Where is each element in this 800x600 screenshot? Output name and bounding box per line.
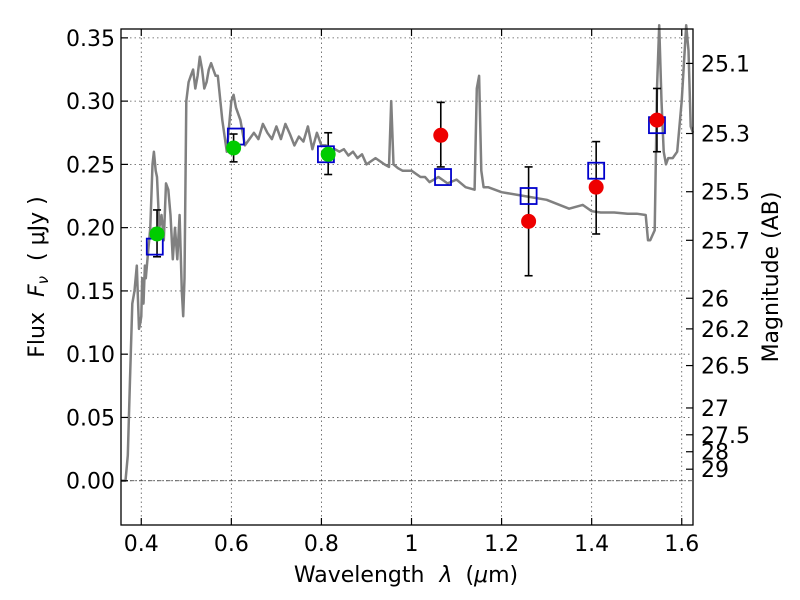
right-tick-label-6: 26.5: [701, 355, 750, 380]
model-flux-box-5: [587, 161, 606, 180]
y-tick-label-5: 0.25: [66, 153, 115, 178]
observed-nir-point-3: [649, 112, 665, 128]
model-flux-box-4: [519, 187, 538, 205]
plot-background: [121, 29, 693, 525]
x-tick-label-5: 1.4: [574, 532, 609, 557]
right-tick-label-5: 26.2: [701, 318, 750, 343]
x-tick-label-4: 1.2: [484, 532, 519, 557]
y-axis-ticks: 0.00 0.05 0.10 0.15 0.20 0.25 0.30 0.35: [66, 27, 128, 495]
model-flux-box-3: [434, 168, 452, 186]
template-spectrum: [121, 23, 695, 482]
observed-optical-point-0: [149, 226, 165, 242]
observed-optical-point-1: [226, 140, 242, 156]
y-tick-label-4: 0.20: [66, 217, 115, 242]
right-tick-label-9: 28: [701, 441, 729, 466]
observed-flux-points: [149, 112, 665, 242]
plot-frame: [120, 28, 694, 526]
right-tick-label-4: 26: [701, 287, 729, 312]
y-tick-label-7: 0.35: [66, 27, 115, 52]
x-axis-ticks: 0.4 0.6 0.8 1 1.2 1.4 1.6: [124, 29, 699, 557]
x-tick-label-3: 1: [405, 532, 419, 557]
right-tick-label-7: 27: [701, 397, 729, 422]
grid-lines: [121, 29, 693, 525]
y-tick-label-1: 0.05: [66, 406, 115, 431]
right-tick-label-3: 25.7: [701, 229, 750, 254]
right-tick-label-1: 25.3: [701, 123, 750, 148]
right-tick-label-8: 27.5: [701, 424, 750, 449]
y-tick-label-3: 0.15: [66, 280, 115, 305]
observed-nir-point-1: [521, 213, 537, 229]
x-tick-label-1: 0.6: [214, 532, 249, 557]
right-tick-label-2: 25.5: [701, 181, 750, 206]
x-tick-label-0: 0.4: [124, 532, 159, 557]
x-axis-label: Wavelength λ (μm): [294, 563, 518, 588]
right-tick-label-0: 25.1: [701, 52, 750, 77]
y-tick-label-0: 0.00: [66, 470, 115, 495]
x-tick-label-2: 0.8: [304, 532, 339, 557]
observed-optical-point-2: [320, 146, 336, 162]
right-tick-label-10: 29: [701, 458, 729, 483]
x-tick-label-6: 1.6: [664, 532, 699, 557]
observed-nir-point-0: [433, 127, 449, 143]
y-axis-label: Flux Fν ( μJy ): [25, 196, 54, 357]
template-spectrum-line: [121, 23, 695, 482]
observed-nir-point-2: [588, 179, 604, 195]
y-tick-label-2: 0.10: [66, 343, 115, 368]
y-tick-label-6: 0.30: [66, 90, 115, 115]
right-axis-label: Magnitude (AB): [759, 192, 784, 363]
